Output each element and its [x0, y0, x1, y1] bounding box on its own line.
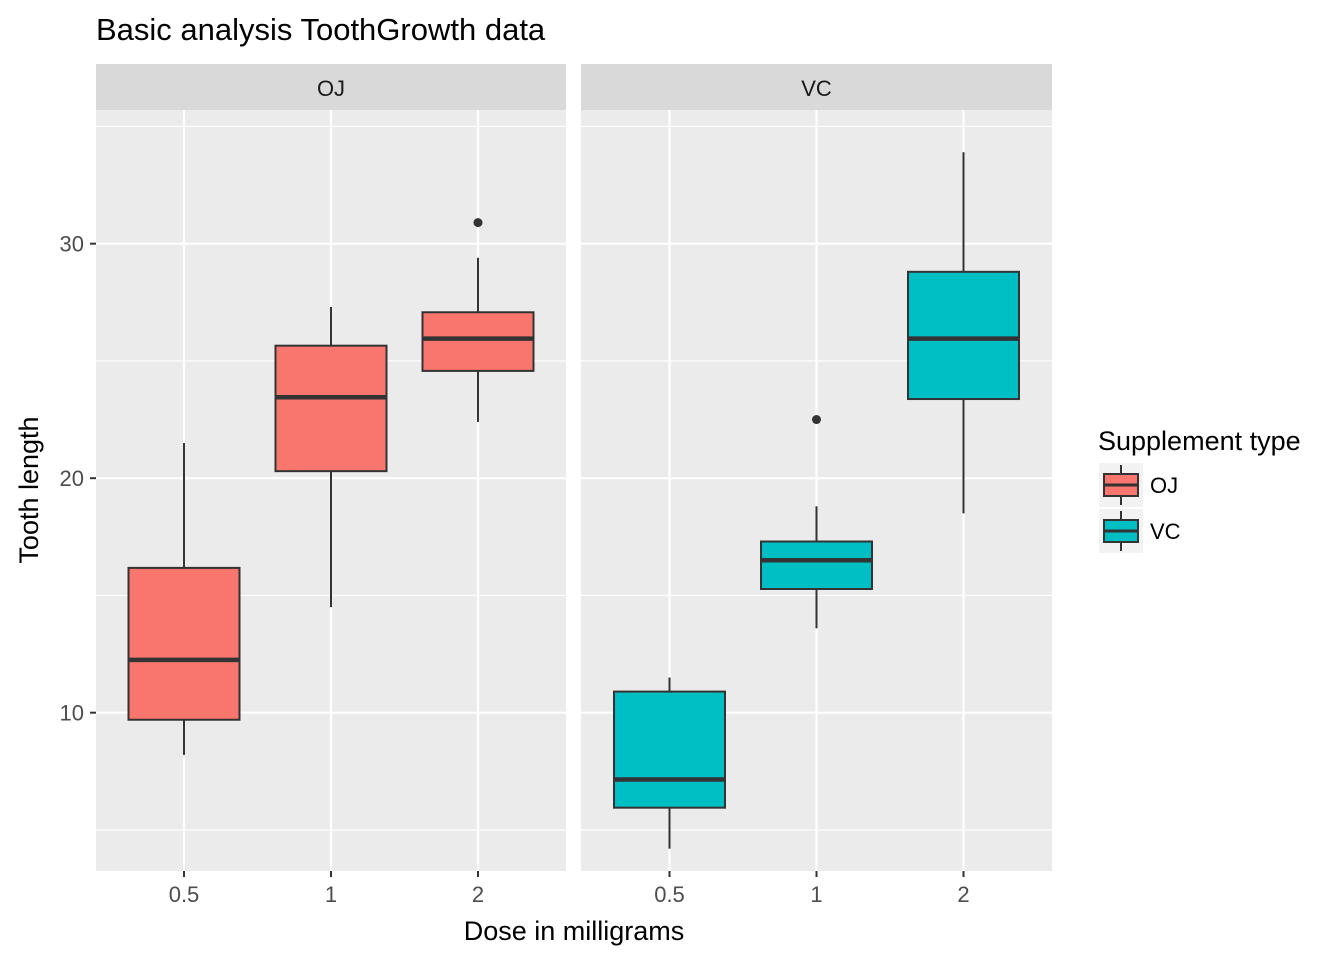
- box-oj-0.5: [127, 443, 241, 755]
- legend: Supplement type OJ VC: [1098, 426, 1301, 553]
- facet-strip-label-oj: OJ: [317, 76, 345, 101]
- box-iqr: [421, 311, 535, 372]
- chart-title: Basic analysis ToothGrowth data: [96, 12, 546, 47]
- facet-strip-vc: [581, 64, 1052, 110]
- outlier-point: [812, 415, 821, 425]
- box-iqr: [127, 566, 241, 721]
- x-tick-label: 2: [472, 882, 484, 907]
- y-tick-label: 10: [60, 701, 84, 726]
- box-iqr: [760, 540, 873, 590]
- facet-strip-label-vc: VC: [801, 76, 832, 101]
- outlier-point: [473, 218, 483, 228]
- x-tick-label: 1: [810, 882, 822, 907]
- box-oj-2: [421, 218, 535, 422]
- x-tick-label: 0.5: [169, 882, 200, 907]
- box-vc-2: [907, 152, 1020, 514]
- facet-strip-oj: [96, 64, 566, 110]
- legend-label: OJ: [1150, 473, 1178, 498]
- legend-key-vc: VC: [1099, 509, 1181, 553]
- boxes-oj: [127, 218, 535, 755]
- box-oj-1: [274, 306, 388, 608]
- box-iqr: [274, 344, 388, 473]
- x-axis-vc: 0.5 1 2: [654, 871, 970, 907]
- box-iqr: [907, 270, 1020, 401]
- x-axis-oj: 0.5 1 2: [169, 871, 484, 907]
- y-axis: 10 20 30: [60, 232, 96, 726]
- legend-keys: OJ VC: [1099, 463, 1181, 553]
- legend-key-oj: OJ: [1099, 463, 1178, 507]
- x-tick-label: 2: [957, 882, 969, 907]
- legend-label: VC: [1150, 519, 1181, 544]
- boxes-vc: [613, 152, 1020, 849]
- box-iqr: [613, 690, 726, 809]
- x-axis-title: Dose in milligrams: [464, 916, 685, 946]
- y-tick-label: 30: [60, 232, 84, 257]
- x-tick-label: 0.5: [654, 882, 685, 907]
- box-vc-0.5: [613, 677, 726, 849]
- y-axis-title: Tooth length: [14, 416, 44, 563]
- facet-oj: OJ: [96, 64, 566, 871]
- box-vc-1: [760, 415, 873, 629]
- facet-vc: VC: [581, 64, 1052, 871]
- y-tick-label: 20: [60, 466, 84, 491]
- x-tick-label: 1: [325, 882, 337, 907]
- legend-title: Supplement type: [1098, 426, 1301, 456]
